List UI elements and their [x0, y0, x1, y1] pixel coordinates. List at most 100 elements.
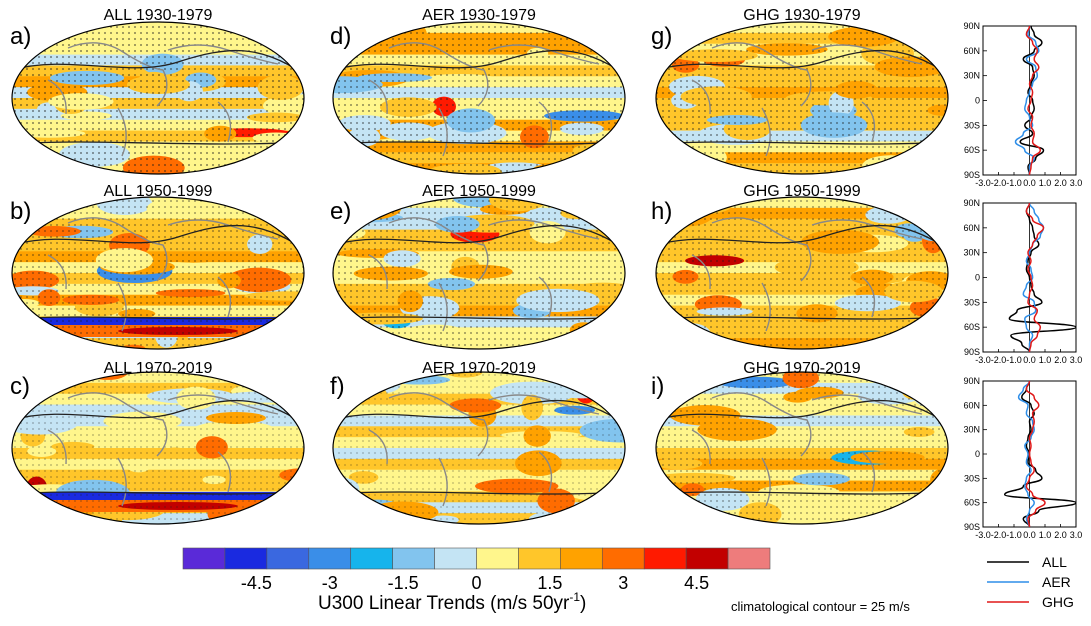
colorbar-cell [392, 547, 435, 570]
coastline [117, 457, 127, 507]
colorbar-tick-label: -4.5 [241, 573, 272, 593]
colorbar-cell [350, 547, 393, 570]
map-panel-1: ALL 1930-1979 a) [10, 7, 305, 175]
panel-title: GHG 1930-1979 [743, 7, 861, 24]
coastline [438, 282, 448, 332]
trend-anomaly [656, 150, 672, 162]
y-tick-label: 0 [975, 449, 980, 459]
colorbar-cell [560, 547, 603, 570]
y-tick-label: 90S [964, 347, 980, 357]
trend-anomaly [349, 22, 394, 32]
map-outline [655, 21, 949, 175]
map-panel-6: AER 1970-2019 f) [330, 360, 626, 525]
colorbar-title: U300 Linear Trends (m/s 50yr-1) [318, 590, 586, 614]
map-panel-7: GHG 1930-1979 g) [651, 7, 949, 175]
panel-label: f) [330, 373, 345, 400]
profile-line-all [1019, 26, 1045, 175]
coastline [217, 451, 232, 493]
profile-line-aer [1017, 381, 1035, 527]
coastline [811, 394, 923, 415]
coastline [167, 44, 279, 65]
y-tick-label: 0 [975, 273, 980, 283]
y-tick-label: 30S [964, 473, 980, 483]
coastline [488, 44, 600, 65]
map-panel-5: AER 1950-1999 e) [330, 183, 626, 350]
map-panel-8: GHG 1950-1999 h) [651, 183, 949, 350]
coastline [711, 217, 812, 282]
colorbar-cell [727, 547, 771, 570]
y-tick-label: 90S [964, 170, 980, 180]
profile-panel-3: 90N 60N 30N 0 30S 60S 90S-3.0 -2.0 -1.0 0.0 1.0 2.0… [963, 376, 1082, 540]
coastline [538, 276, 553, 318]
climatological-contour [656, 491, 948, 495]
y-tick-label: 90N [963, 21, 980, 31]
climatological-contour [12, 316, 304, 320]
coastline [861, 276, 876, 318]
coastline [691, 79, 711, 115]
significance-stippling [12, 372, 304, 524]
trend-anomaly [911, 372, 939, 388]
map-outline [655, 371, 949, 525]
panel-label: e) [330, 198, 351, 225]
climatological-contour [333, 141, 625, 145]
map-outline [332, 21, 626, 175]
y-tick-label: 30N [963, 425, 980, 435]
trend-anomaly [656, 333, 675, 342]
significance-stippling [12, 22, 304, 174]
significance-stippling [656, 372, 948, 524]
map-outline [11, 21, 305, 175]
trend-anomaly [912, 512, 937, 522]
coastline [438, 107, 448, 157]
coastline [167, 394, 279, 415]
map-field [656, 372, 948, 524]
x-tick-label: 1.0 [1039, 530, 1052, 540]
coastline [711, 392, 812, 457]
profile-panel-2: 90N 60N 30N 0 30S 60S 90S-3.0 -2.0 -1.0 0.0 1.0 2.0… [963, 198, 1082, 365]
y-tick-label: 0 [975, 96, 980, 106]
x-tick-label: 0.0 [1023, 530, 1036, 540]
x-tick-label: -1.0 [1006, 355, 1022, 365]
y-tick-label: 30S [964, 120, 980, 130]
coastline [811, 219, 923, 240]
map-panel-3: ALL 1970-2019 c) [10, 360, 305, 525]
x-tick-label: -3.0 [975, 530, 991, 540]
x-tick-label: -2.0 [991, 355, 1007, 365]
y-tick-label: 60N [963, 400, 980, 410]
coastline [488, 219, 600, 240]
map-panel-4: AER 1930-1979 d) [330, 7, 626, 175]
map-outline [332, 196, 626, 350]
x-tick-label: 1.0 [1039, 355, 1052, 365]
x-tick-label: -2.0 [991, 178, 1007, 188]
panel-title: GHG 1950-1999 [743, 183, 861, 200]
climatological-contour [333, 491, 625, 495]
colorbar-cell [224, 547, 268, 570]
climatological-contour [656, 316, 948, 320]
x-tick-label: -3.0 [975, 178, 991, 188]
colorbar-cell [601, 547, 645, 570]
climatological-contour [656, 224, 948, 250]
coastline [388, 42, 489, 107]
coastline [117, 282, 127, 332]
colorbar-tick-label: -3 [322, 573, 338, 593]
coastline [761, 282, 771, 332]
trend-anomaly [921, 33, 948, 44]
y-tick-label: 30N [963, 71, 980, 81]
panel-label: d) [330, 23, 351, 50]
colorbar-tick-label: 1.5 [537, 573, 562, 593]
profile-line-ghg [1025, 203, 1045, 352]
colorbar-cell [434, 547, 477, 570]
y-tick-label: 60S [964, 322, 980, 332]
significance-stippling [333, 22, 625, 174]
climatological-contour [12, 141, 304, 145]
panel-title: AER 1970-2019 [422, 360, 536, 377]
map-field [333, 197, 625, 349]
x-tick-label: -1.0 [1006, 178, 1022, 188]
map-panel-9: GHG 1970-2019 i) [651, 360, 949, 525]
y-tick-label: 60S [964, 145, 980, 155]
coastline [691, 254, 711, 290]
map-outline [655, 196, 949, 350]
coastline [761, 107, 771, 157]
x-tick-label: -1.0 [1006, 530, 1022, 540]
trend-anomaly [680, 385, 702, 395]
significance-stippling [333, 372, 625, 524]
